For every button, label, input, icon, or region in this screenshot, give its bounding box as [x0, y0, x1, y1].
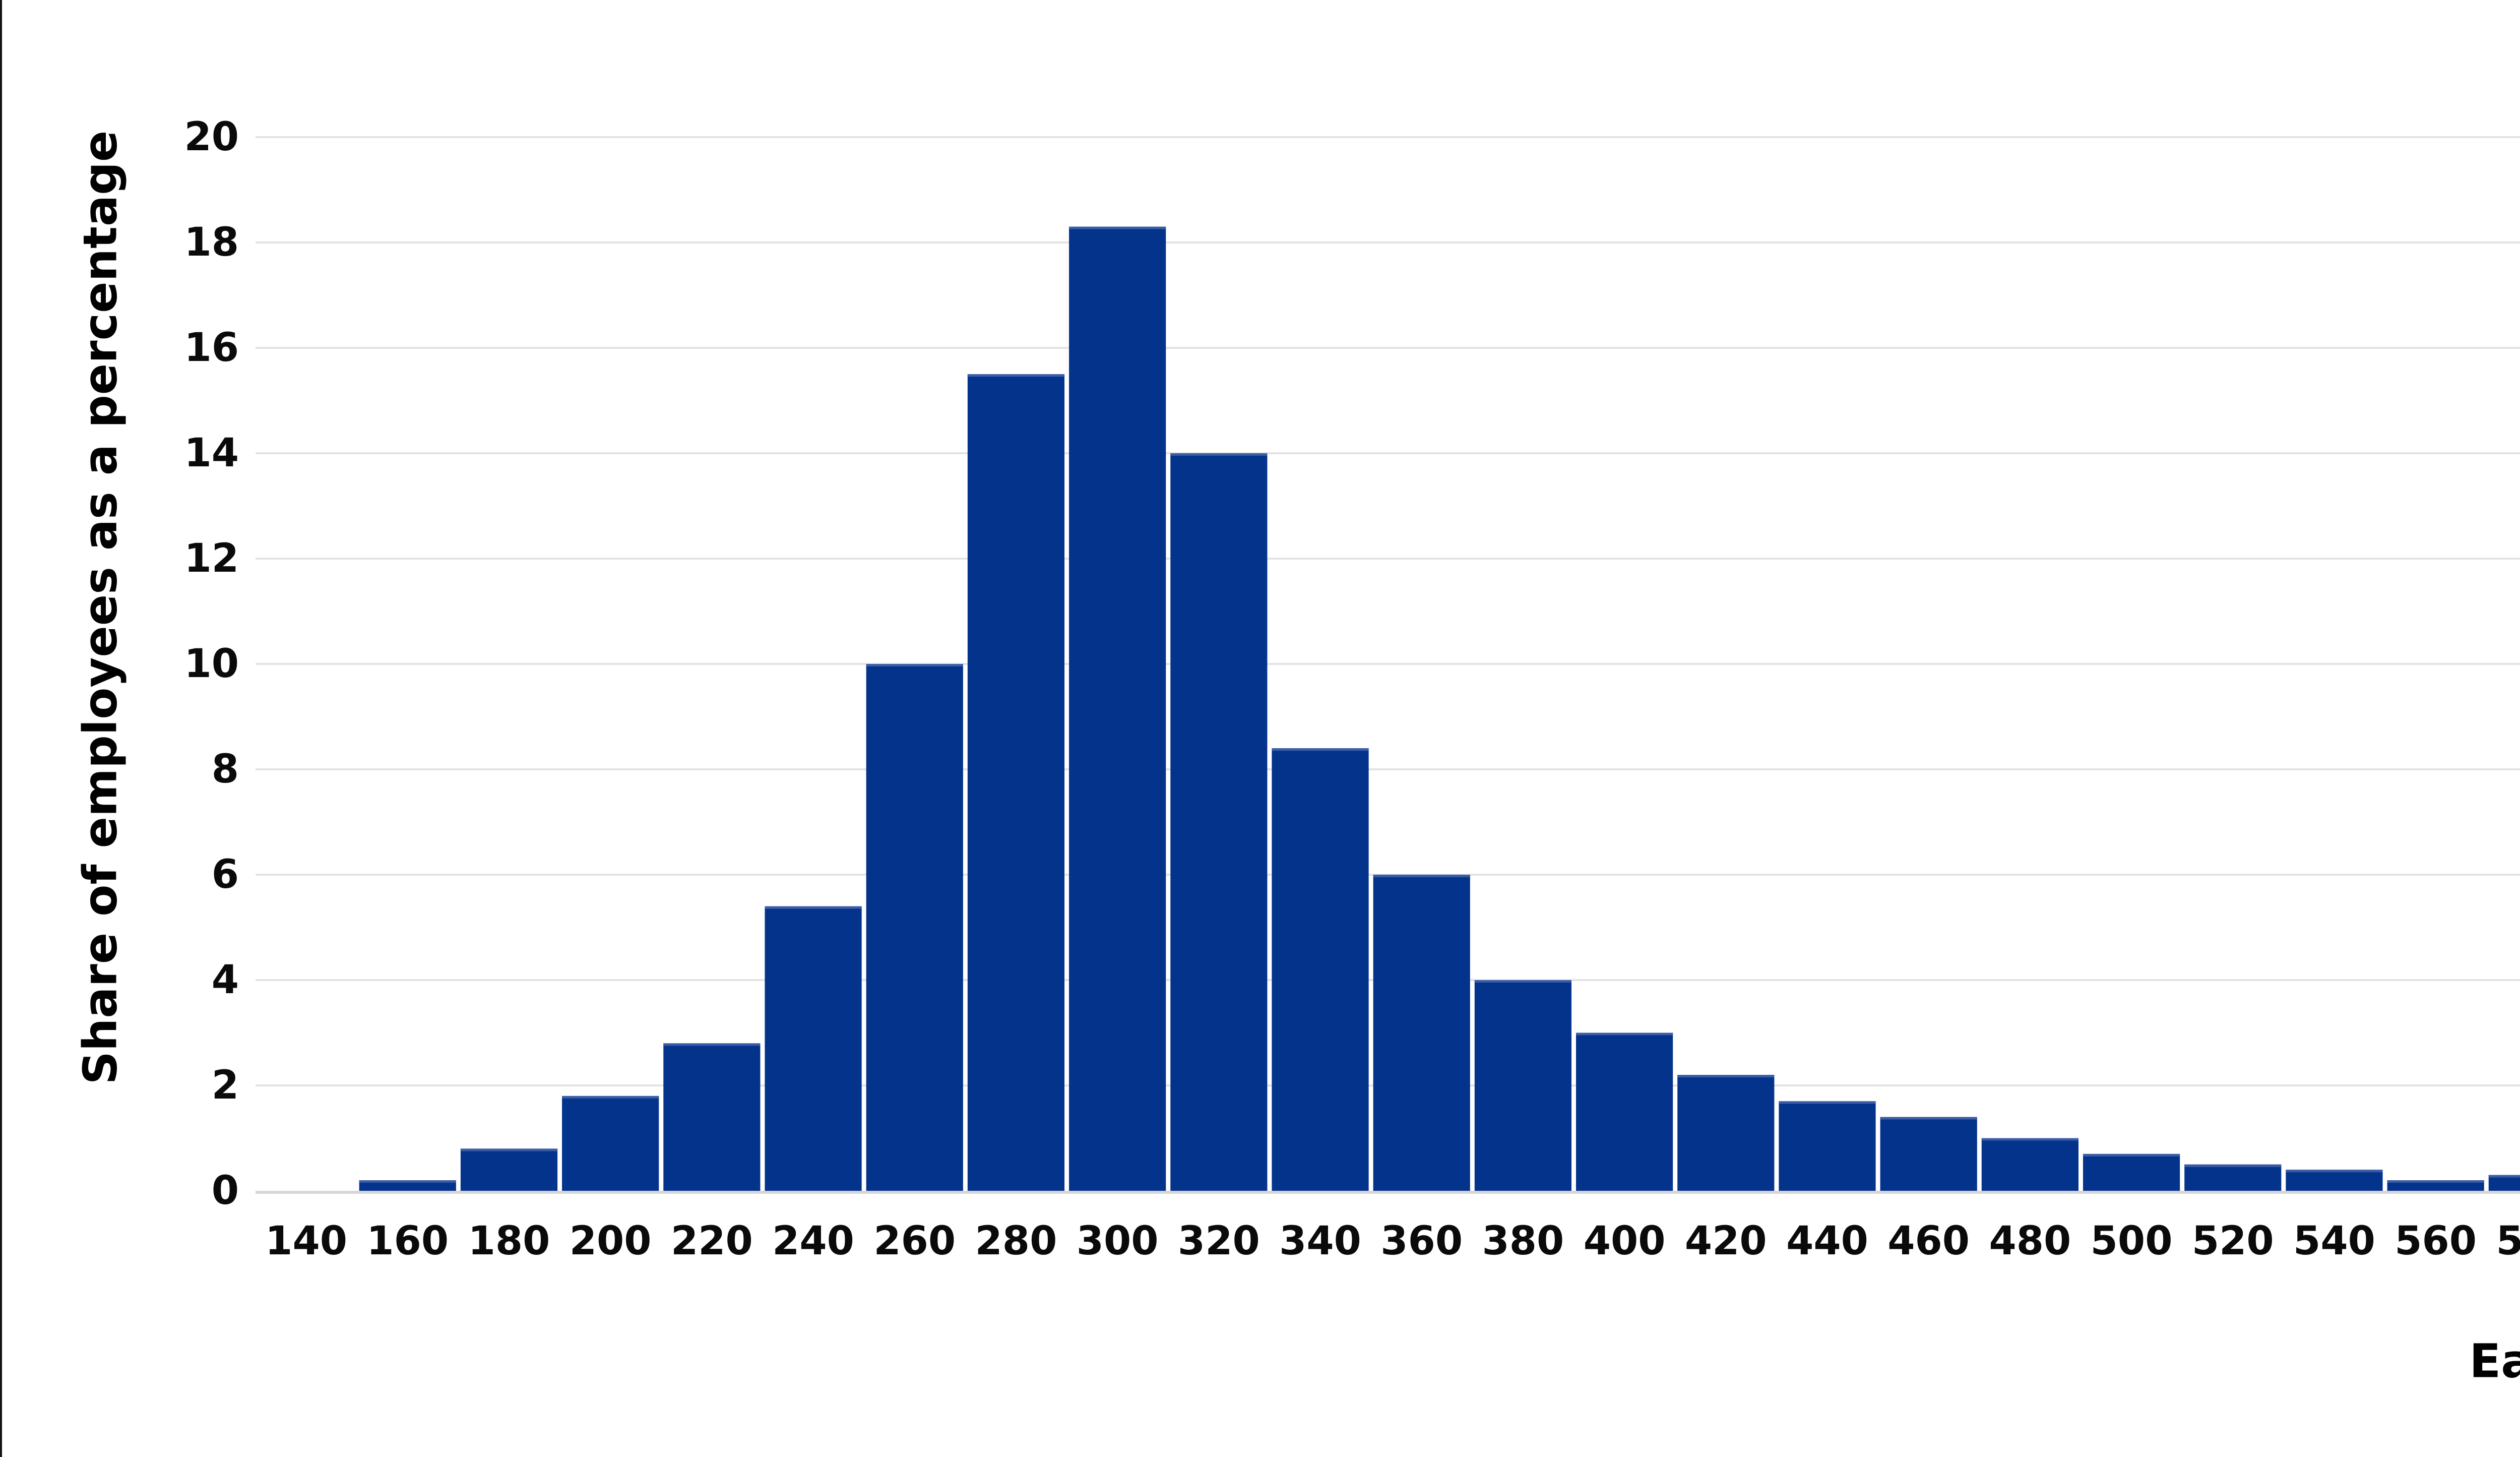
bar-top-edge — [1373, 875, 1470, 877]
bar — [2083, 1154, 2180, 1191]
x-axis-title: Earnings per hour worked in DKK — [2469, 1334, 2520, 1388]
bar-top-edge — [562, 1096, 659, 1099]
x-tick-label: 140 — [265, 1219, 347, 1264]
x-tick-label: 420 — [1685, 1219, 1767, 1264]
y-tick-label: 12 — [184, 536, 239, 581]
y-tick-label: 0 — [212, 1168, 239, 1213]
bar — [1677, 1075, 1775, 1191]
bar — [2286, 1170, 2383, 1191]
bar-top-edge — [765, 906, 862, 909]
bar — [1373, 875, 1470, 1191]
x-tick-label: 300 — [1077, 1219, 1159, 1264]
x-tick-label: 580 — [2496, 1219, 2520, 1264]
bar-top-edge — [1880, 1117, 1977, 1120]
bar — [765, 906, 862, 1191]
bar-top-edge — [2286, 1170, 2383, 1173]
bar-top-edge — [1677, 1075, 1775, 1078]
bar — [460, 1148, 558, 1191]
bar-top-edge — [1474, 980, 1572, 983]
bar — [2488, 1175, 2520, 1191]
y-tick-label: 6 — [212, 852, 239, 897]
bar-top-edge — [1576, 1033, 1673, 1036]
gridline — [256, 136, 2520, 138]
x-tick-label: 340 — [1279, 1219, 1361, 1264]
bar — [866, 664, 963, 1191]
bar-top-edge — [2083, 1154, 2180, 1157]
x-tick-label: 180 — [468, 1219, 550, 1264]
y-tick-label: 8 — [212, 747, 239, 792]
x-tick-label: 240 — [772, 1219, 854, 1264]
gridline — [256, 558, 2520, 560]
bar — [1069, 226, 1166, 1191]
bar — [359, 1180, 456, 1191]
x-tick-label: 500 — [2091, 1219, 2173, 1264]
gridline — [256, 347, 2520, 349]
y-tick-label: 20 — [184, 114, 239, 160]
gridline — [256, 452, 2520, 454]
x-tick-label: 460 — [1887, 1219, 1970, 1264]
y-tick-label: 18 — [184, 220, 239, 265]
y-tick-label: 2 — [212, 1063, 239, 1108]
x-tick-label: 160 — [366, 1219, 449, 1264]
x-tick-label: 360 — [1380, 1219, 1463, 1264]
bar-top-edge — [663, 1043, 761, 1046]
bar — [663, 1043, 761, 1191]
bar — [1981, 1138, 2078, 1191]
x-tick-label: 280 — [975, 1219, 1057, 1264]
bar-top-edge — [967, 374, 1065, 377]
y-axis-title: Share of employees as a percentage — [73, 130, 128, 1085]
bar — [1170, 453, 1268, 1191]
bar — [1272, 748, 1369, 1191]
x-tick-label: 480 — [1989, 1219, 2071, 1264]
bar — [2387, 1180, 2484, 1191]
gridline — [256, 663, 2520, 665]
bar-top-edge — [1981, 1138, 2078, 1141]
bar-top-edge — [2184, 1164, 2282, 1167]
x-tick-label: 380 — [1482, 1219, 1564, 1264]
bar-top-edge — [1272, 748, 1369, 751]
y-tick-label: 16 — [184, 325, 239, 371]
bar — [967, 374, 1065, 1191]
bar — [1779, 1101, 1876, 1191]
gridline — [256, 241, 2520, 244]
x-tick-label: 200 — [570, 1219, 652, 1264]
y-tick-label: 14 — [184, 431, 239, 476]
bar — [1474, 980, 1572, 1191]
bar-top-edge — [2488, 1175, 2520, 1178]
bar — [2184, 1164, 2282, 1191]
x-tick-label: 520 — [2192, 1219, 2274, 1264]
x-tick-label: 440 — [1786, 1219, 1868, 1264]
gridline — [256, 768, 2520, 770]
x-axis-line — [256, 1191, 2520, 1194]
x-tick-label: 560 — [2395, 1219, 2477, 1264]
bar — [562, 1096, 659, 1191]
x-tick-label: 320 — [1178, 1219, 1260, 1264]
bar-top-edge — [2387, 1180, 2484, 1183]
bar-top-edge — [460, 1148, 558, 1151]
y-tick-label: 10 — [184, 641, 239, 687]
x-tick-label: 260 — [873, 1219, 956, 1264]
bar-top-edge — [866, 664, 963, 666]
bar-top-edge — [1069, 226, 1166, 229]
y-tick-label: 4 — [212, 957, 239, 1003]
x-tick-label: 220 — [671, 1219, 753, 1264]
bar — [1880, 1117, 1977, 1191]
x-tick-label: 400 — [1584, 1219, 1666, 1264]
bar — [1576, 1033, 1673, 1191]
bar-top-edge — [359, 1180, 456, 1183]
bar-top-edge — [1170, 453, 1268, 456]
bar-top-edge — [1779, 1101, 1876, 1104]
x-tick-label: 540 — [2293, 1219, 2375, 1264]
